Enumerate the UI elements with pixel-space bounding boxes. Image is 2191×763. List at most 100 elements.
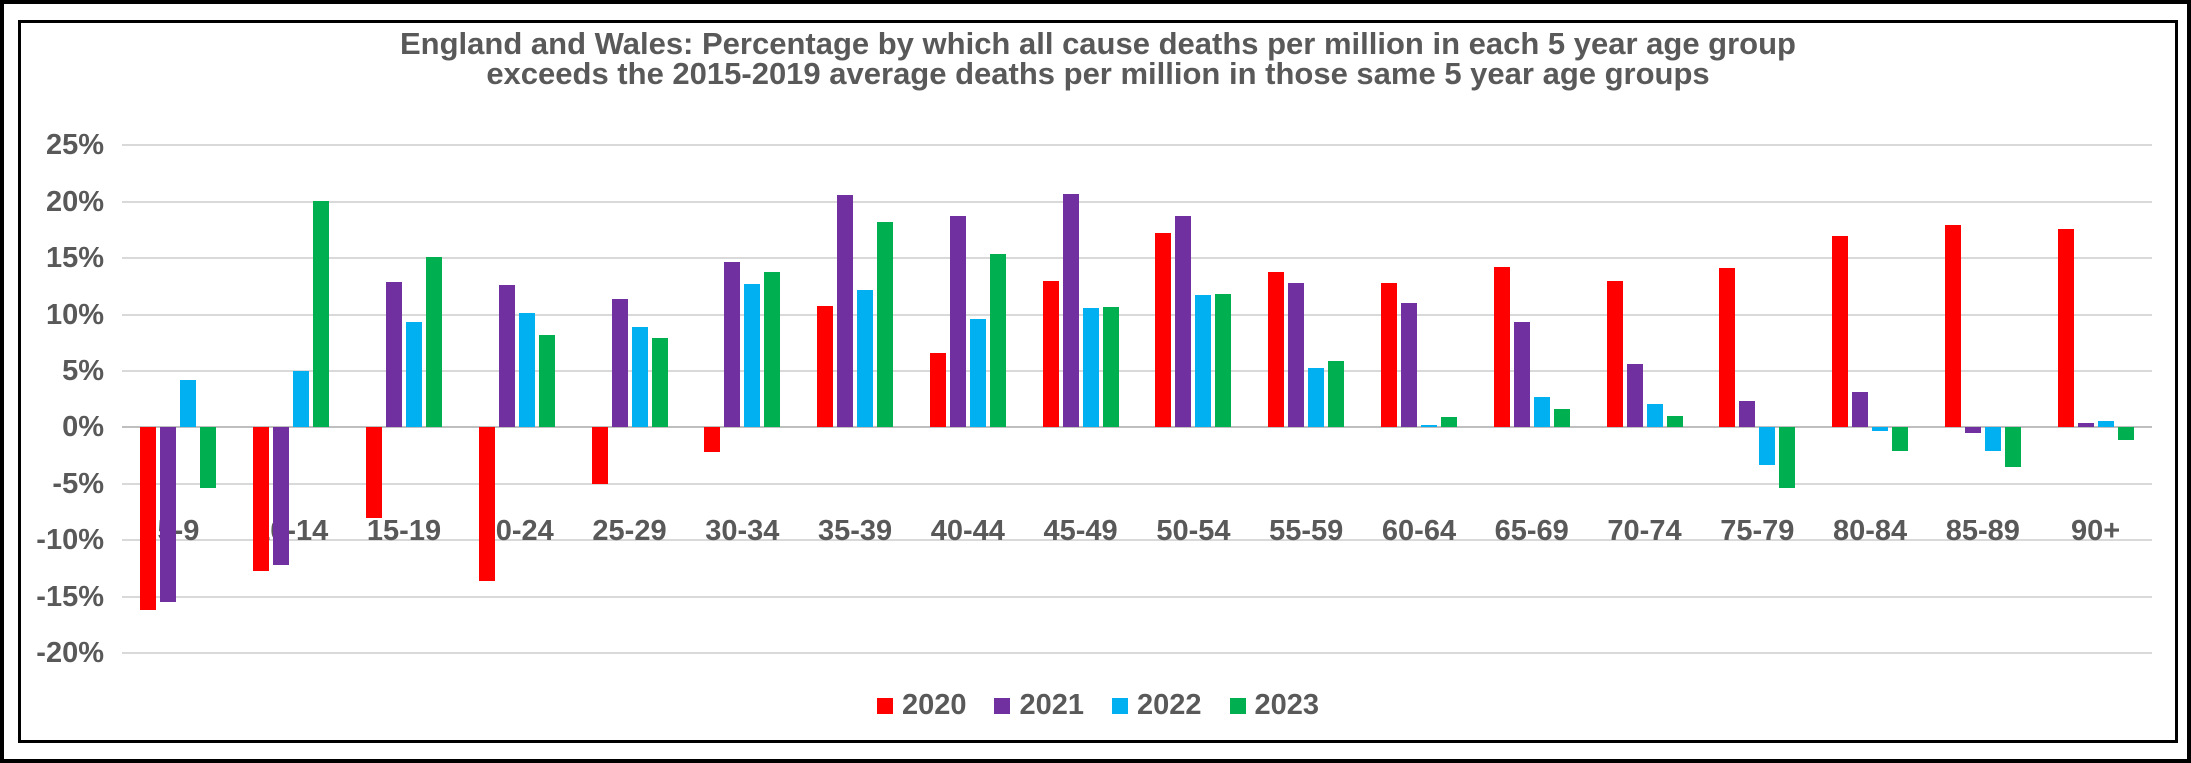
legend-label-2020: 2020 [901,689,967,721]
bar-2020-90+ [2057,228,2074,428]
legend-item-2022: 2022 [1112,691,1202,720]
chart-title-line1: England and Wales: Percentage by which a… [400,26,1796,61]
x-axis-category-label: 85-89 [1945,515,2020,547]
bar-2023-85-89 [2004,427,2021,467]
gridline [122,313,2152,316]
bar-2023-45-49 [1102,306,1119,428]
x-axis-category-label: 50-54 [1156,515,1231,547]
bar-2020-15-19 [365,427,382,518]
gridline [122,200,2152,203]
legend: 2020 2021 2022 2023 [18,691,2178,720]
bar-2021-45-49 [1062,193,1079,428]
bar-2022-35-39 [857,289,874,428]
legend-swatch-2022 [1112,697,1128,714]
x-axis-category-label: 5-9 [157,515,200,547]
bar-2023-30-34 [764,271,781,428]
y-axis-tick-label: 5% [62,355,104,387]
bar-2022-90+ [2097,420,2114,428]
legend-label-2022: 2022 [1137,689,1202,721]
bar-2020-35-39 [817,305,834,428]
bar-2022-50-54 [1195,295,1212,428]
bar-2020-40-44 [929,352,946,428]
legend-label-2023: 2023 [1254,689,1320,721]
bar-2021-5-9 [160,427,177,603]
gridline [122,539,2152,542]
bar-2023-25-29 [651,338,668,428]
bar-2023-40-44 [989,253,1006,428]
bar-2022-15-19 [405,322,422,428]
bar-2022-65-69 [1533,396,1550,428]
bar-2022-45-49 [1082,307,1099,428]
bar-2023-90+ [2117,427,2134,440]
legend-swatch-2020 [876,697,893,714]
y-axis-tick-label: 15% [45,242,104,275]
bar-2022-5-9 [180,380,197,428]
bar-2020-50-54 [1155,233,1172,428]
x-axis-category-label: 90+ [2070,515,2121,547]
bar-2022-10-14 [293,371,310,428]
bar-2020-25-29 [591,427,608,484]
bar-2021-50-54 [1175,216,1192,428]
bar-2023-80-84 [1892,427,1909,452]
legend-swatch-2023 [1229,697,1246,714]
bar-2021-15-19 [385,281,402,428]
x-axis-category-label: 30-34 [705,515,780,547]
bar-2022-85-89 [1984,427,2001,452]
bar-2020-75-79 [1719,268,1736,428]
bar-2021-20-24 [498,285,515,428]
bar-2022-40-44 [969,319,986,428]
y-axis-tick-label: 10% [45,298,104,331]
legend-swatch-2021 [994,697,1011,714]
y-axis-tick-label: -20% [36,637,104,670]
x-axis-category-label: 65-69 [1494,515,1569,547]
bar-2021-70-74 [1626,364,1643,428]
bar-2020-20-24 [478,427,495,581]
legend-label-2021: 2021 [1019,689,1084,721]
legend-item-2020: 2020 [876,689,967,721]
bar-2021-40-44 [949,216,966,428]
bar-2023-35-39 [877,222,894,428]
x-axis-category-label: 15-19 [366,515,442,547]
bar-2021-35-39 [837,194,854,428]
bar-2023-15-19 [425,257,442,428]
gridline [122,595,2152,598]
bar-2020-60-64 [1380,283,1397,428]
x-axis-category-label: 55-59 [1269,515,1344,547]
y-axis-tick-label: -10% [36,524,104,557]
bar-2020-45-49 [1042,280,1059,428]
y-axis-tick-label: 20% [45,185,104,218]
y-axis-tick-label: -15% [36,580,104,613]
bar-2020-10-14 [253,427,270,571]
bar-2021-60-64 [1400,303,1417,428]
x-axis-category-label: 10-14 [254,515,329,547]
bar-2022-80-84 [1872,427,1889,431]
bar-2021-80-84 [1852,392,1869,428]
x-axis-category-label: 45-49 [1043,515,1118,547]
x-axis-category-label: 75-79 [1720,515,1795,547]
x-axis-category-label: 20-24 [479,515,554,547]
gridline [122,652,2152,655]
bar-2021-75-79 [1739,401,1756,428]
bar-2020-85-89 [1944,225,1961,428]
bar-2022-30-34 [744,284,761,428]
bar-2023-10-14 [313,200,330,428]
bar-2021-65-69 [1513,322,1530,428]
bar-2021-10-14 [273,427,290,566]
bar-2022-70-74 [1646,403,1663,428]
bar-2021-85-89 [1964,427,1981,433]
y-axis-tick-label: -5% [52,467,104,500]
bar-2020-55-59 [1268,271,1285,428]
bar-2022-60-64 [1420,425,1437,428]
x-axis-category-label: 80-84 [1833,515,1908,547]
bar-2023-65-69 [1553,409,1570,428]
legend-item-2023: 2023 [1229,689,1320,721]
zero-axis-line [122,426,2152,429]
bar-2021-25-29 [611,298,628,428]
bar-2020-80-84 [1832,235,1849,428]
bar-2023-50-54 [1215,294,1232,428]
bar-2023-20-24 [538,334,555,428]
bar-2020-65-69 [1493,267,1510,428]
bar-2023-5-9 [200,427,217,489]
bar-2021-30-34 [724,261,741,428]
